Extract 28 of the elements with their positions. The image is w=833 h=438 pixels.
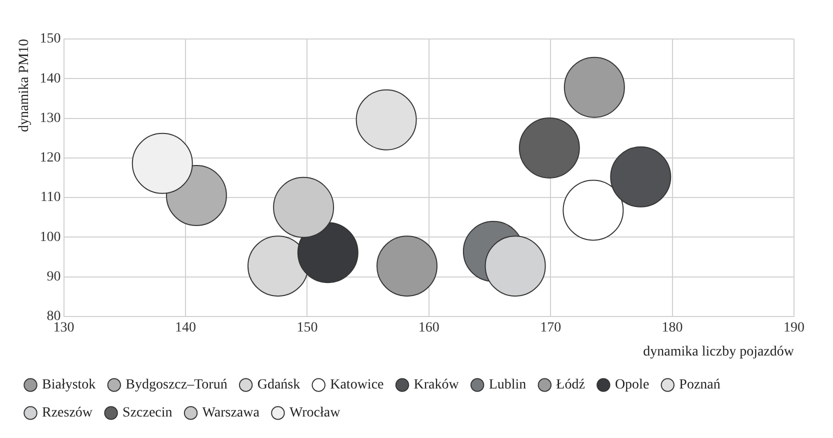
y-tick-label: 100 (40, 230, 61, 245)
x-tick-label: 170 (540, 320, 562, 336)
y-tick-label: 110 (40, 190, 61, 206)
legend-label: Gdańsk (257, 378, 300, 393)
legend-label: Bydgoszcz–Toruń (126, 378, 228, 393)
legend-label: Łódź (556, 378, 585, 393)
legend-label: Katowice (330, 378, 384, 393)
legend-label: Wrocław (289, 406, 342, 421)
x-tick-label: 140 (175, 320, 196, 336)
x-tick-label: 190 (784, 320, 804, 336)
x-tick-label: 150 (296, 320, 318, 336)
legend-label: Rzeszów (42, 406, 94, 421)
y-tick-label: 130 (40, 110, 61, 126)
legend-label: Poznań (679, 378, 720, 393)
y-tick-label: 90 (46, 269, 61, 284)
legend-label: Warszawa (202, 406, 260, 421)
x-tick-label: 160 (418, 320, 440, 336)
legend-label: Lublin (488, 378, 526, 393)
y-axis-title: dynamika PM10 (17, 39, 32, 132)
legend-label: Kraków (414, 378, 460, 393)
x-axis-title: dynamika liczby pojazdów (643, 344, 795, 360)
y-tick-label: 140 (40, 71, 61, 86)
y-tick-label: 120 (40, 150, 61, 166)
x-tick-label: 180 (662, 320, 683, 336)
legend-label: Opole (614, 378, 650, 393)
legend-label: Szczecin (122, 406, 172, 421)
legend-label: Białystok (42, 378, 96, 393)
y-tick-label: 150 (40, 32, 61, 47)
